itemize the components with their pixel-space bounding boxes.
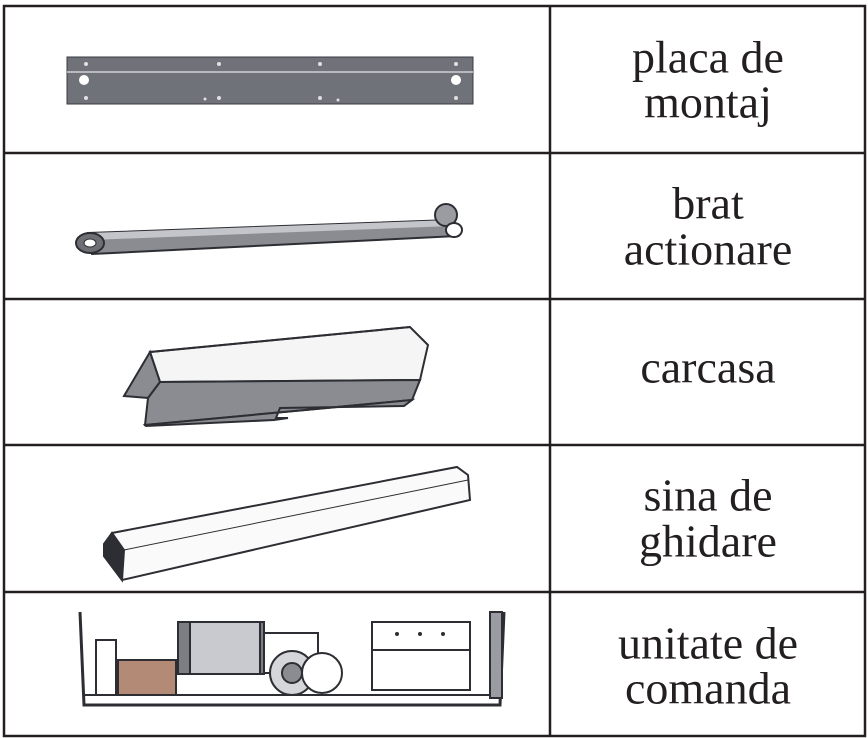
part-name: actionare [624, 224, 793, 275]
mounting-plate-image [66, 56, 474, 105]
part-name: montaj [644, 77, 772, 128]
guide-rail-image [102, 465, 472, 583]
housing-image [122, 325, 430, 428]
actuator-arm-image [75, 203, 463, 256]
part-name: placa de [632, 32, 784, 83]
labels: placa de montaj brat actionare carcasa s… [618, 32, 798, 714]
table-grid [2, 4, 867, 738]
part-name: sina de [643, 470, 772, 521]
part-name: carcasa [640, 342, 775, 393]
part-name: unitate de [618, 618, 798, 669]
part-name: comanda [625, 663, 791, 714]
part-name: brat [672, 178, 744, 229]
control-unit-image [78, 611, 506, 707]
part-name: ghidare [639, 516, 777, 567]
